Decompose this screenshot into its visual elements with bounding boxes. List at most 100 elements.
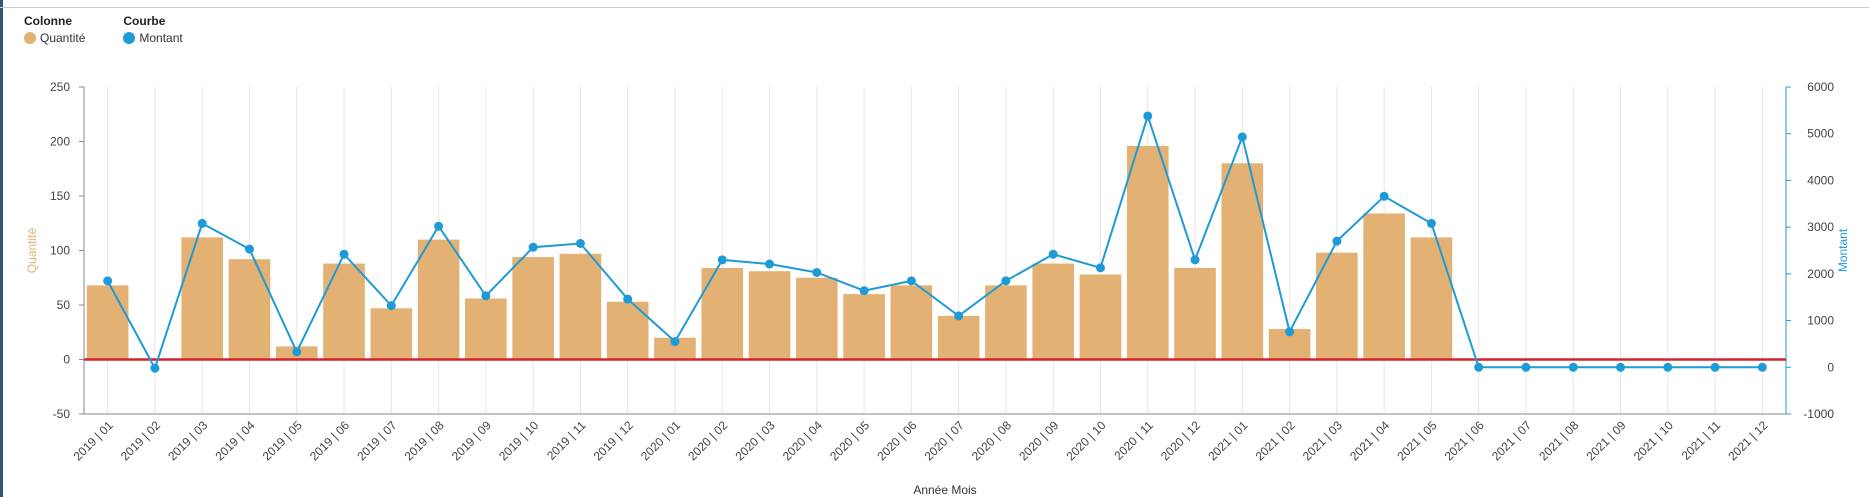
bar — [559, 253, 602, 360]
x-tick-label: 2019 | 08 — [402, 418, 447, 463]
y2-tick-label: 5000 — [1807, 127, 1834, 141]
bar — [86, 285, 129, 360]
montant-point — [1048, 249, 1058, 259]
x-tick-label: 2020 | 04 — [780, 418, 825, 463]
montant-point — [1095, 263, 1105, 273]
x-tick-label: 2021 | 09 — [1584, 418, 1629, 463]
x-axis-title: Année Mois — [913, 483, 976, 497]
x-tick-label: 2020 | 12 — [1158, 418, 1203, 463]
montant-point — [623, 294, 633, 304]
x-tick-label: 2020 | 11 — [1111, 418, 1156, 463]
bar — [1221, 163, 1264, 360]
montant-point — [1710, 362, 1720, 372]
x-tick-label: 2020 | 01 — [638, 418, 683, 463]
x-tick-label: 2021 | 08 — [1536, 418, 1581, 463]
x-tick-label: 2021 | 02 — [1253, 418, 1298, 463]
x-tick-label: 2021 | 07 — [1489, 418, 1534, 463]
montant-point — [103, 276, 113, 286]
y-tick-label: -50 — [53, 407, 71, 421]
y-tick-label: 50 — [57, 298, 71, 312]
x-tick-label: 2020 | 07 — [922, 418, 967, 463]
legend-column-group: Colonne Quantité — [24, 14, 85, 45]
x-tick-label: 2019 | 10 — [496, 418, 541, 463]
x-tick-label: 2021 | 11 — [1679, 418, 1724, 463]
montant-point — [1663, 362, 1673, 372]
x-tick-label: 2019 | 09 — [449, 418, 494, 463]
legend-item-quantite[interactable]: Quantité — [24, 31, 85, 45]
x-tick-label: 2019 | 02 — [118, 418, 163, 463]
montant-point — [1285, 327, 1295, 337]
montant-point — [1426, 218, 1436, 228]
x-tick-label: 2021 | 10 — [1631, 418, 1676, 463]
bar — [1079, 274, 1122, 360]
montant-point — [765, 259, 775, 269]
bar — [1410, 237, 1453, 360]
montant-point — [1190, 255, 1200, 265]
x-tick-label: 2019 | 03 — [165, 418, 210, 463]
y-axis-title: Quantité — [25, 227, 39, 273]
montant-point — [481, 291, 491, 301]
y2-tick-label: 6000 — [1807, 80, 1834, 94]
bar — [1126, 145, 1169, 360]
legend-swatch-quantite — [24, 32, 36, 44]
legend-curve-title: Courbe — [123, 14, 166, 28]
legend-curve-group: Courbe Montant — [123, 14, 183, 45]
montant-point — [670, 337, 680, 347]
x-tick-label: 2020 | 06 — [874, 418, 919, 463]
bar — [323, 263, 365, 360]
legend-column-title: Colonne — [24, 14, 72, 28]
legend-swatch-montant — [123, 32, 136, 44]
montant-point — [1757, 362, 1767, 372]
montant-point — [386, 301, 396, 311]
legend-item-montant[interactable]: Montant — [123, 31, 183, 45]
montant-point — [150, 363, 160, 373]
bar — [512, 257, 554, 360]
bar — [654, 337, 696, 360]
bar — [465, 298, 507, 360]
y2-tick-label: 0 — [1827, 360, 1834, 374]
x-tick-label: 2019 | 01 — [71, 418, 116, 463]
x-tick-label: 2019 | 11 — [544, 418, 589, 463]
y2-tick-label: 4000 — [1807, 173, 1834, 187]
montant-point — [906, 276, 916, 286]
montant-point — [339, 249, 349, 259]
montant-point — [528, 242, 538, 252]
x-tick-label: 2019 | 04 — [212, 418, 257, 463]
x-tick-label: 2019 | 06 — [307, 418, 352, 463]
x-tick-label: 2020 | 03 — [733, 418, 778, 463]
x-tick-label: 2021 | 12 — [1725, 418, 1770, 463]
bar — [1174, 267, 1216, 360]
y2-axis-title: Montant — [1836, 228, 1850, 272]
y2-tick-label: 1000 — [1807, 314, 1834, 328]
bar — [748, 271, 791, 360]
x-tick-label: 2021 | 01 — [1205, 418, 1250, 463]
bar — [181, 237, 223, 360]
montant-point — [1616, 362, 1626, 372]
window-edge — [0, 0, 3, 497]
x-tick-label: 2019 | 07 — [354, 418, 399, 463]
montant-point — [244, 244, 254, 254]
bar — [417, 239, 460, 360]
bar — [890, 285, 933, 360]
montant-point — [1568, 362, 1578, 372]
x-tick-label: 2021 | 05 — [1394, 418, 1439, 463]
y2-tick-label: -1000 — [1803, 407, 1834, 421]
montant-point — [575, 238, 585, 248]
x-tick-label: 2019 | 05 — [260, 418, 305, 463]
montant-point — [812, 267, 822, 277]
montant-point — [1474, 362, 1484, 372]
y-tick-label: 200 — [50, 135, 70, 149]
y2-tick-label: 2000 — [1807, 267, 1834, 281]
bar — [606, 301, 649, 360]
x-tick-label: 2020 | 10 — [1063, 418, 1108, 463]
chart-legend: Colonne Quantité Courbe Montant — [24, 14, 183, 45]
x-tick-label: 2020 | 05 — [827, 418, 872, 463]
montant-point — [1379, 191, 1389, 201]
montant-point — [292, 347, 302, 357]
montant-point — [434, 221, 444, 231]
montant-line — [106, 112, 1763, 371]
legend-label-montant: Montant — [139, 31, 183, 45]
x-tick-label: 2019 | 12 — [591, 418, 636, 463]
top-divider — [0, 7, 1869, 8]
